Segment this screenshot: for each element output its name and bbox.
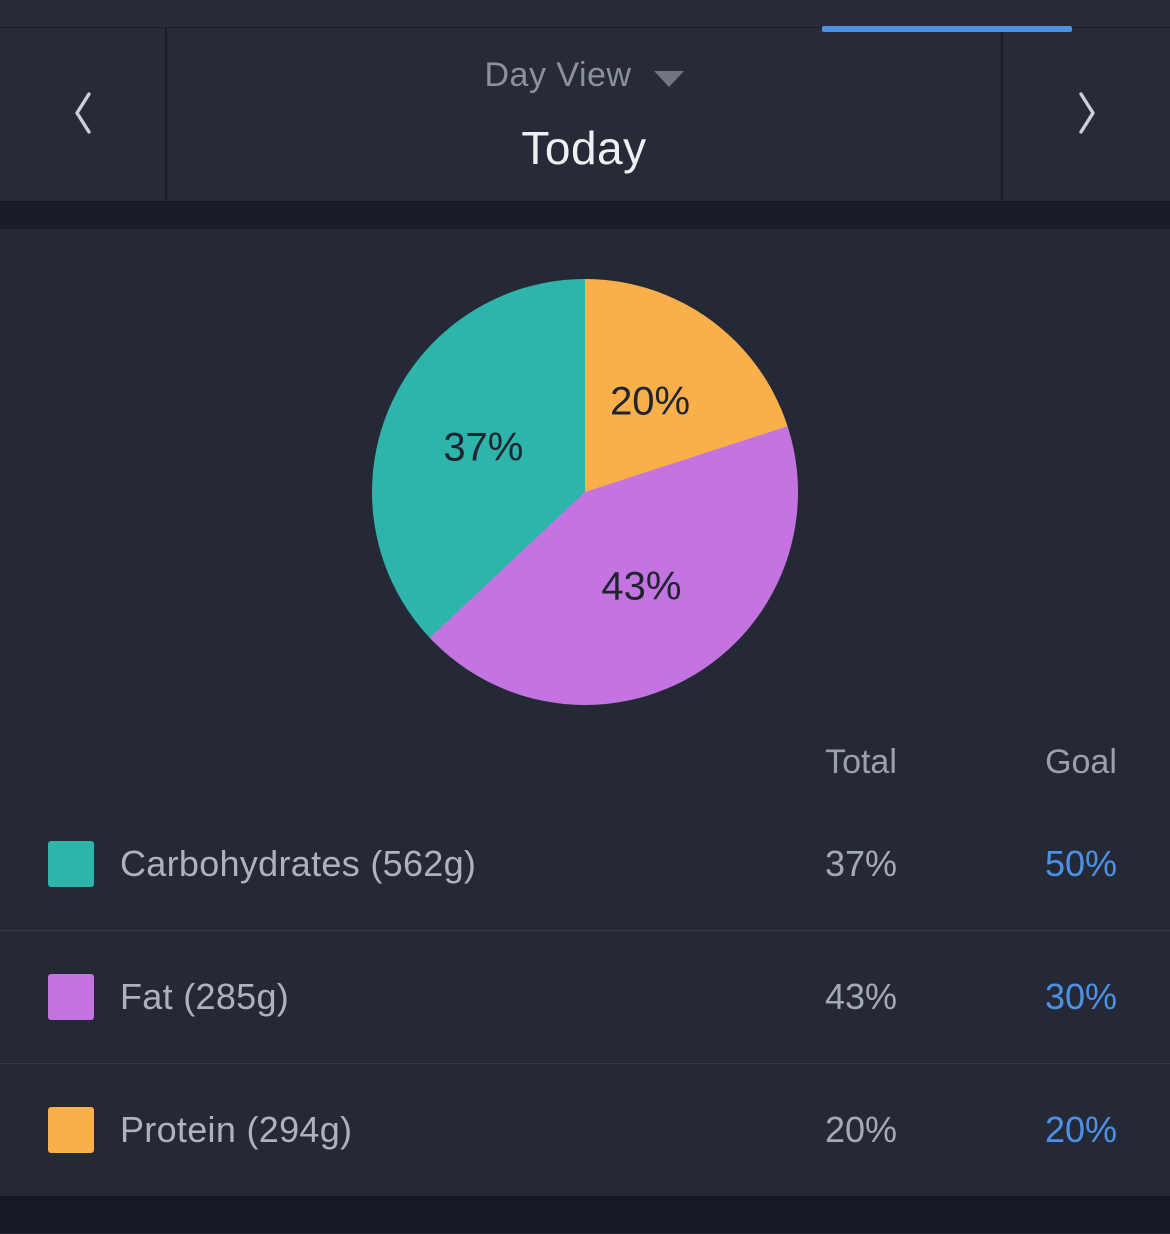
next-day-button[interactable] <box>1003 28 1170 201</box>
chevron-down-icon <box>653 70 684 87</box>
bottom-bar <box>0 1196 1170 1233</box>
current-date-label: Today <box>521 122 647 174</box>
view-mode-dropdown[interactable]: Day View <box>485 56 684 95</box>
row-label: Carbohydrates (562g) <box>120 842 477 884</box>
macros-content: 20% 43% 37% Total Goal Carbohydrates (562g… <box>0 229 1170 1196</box>
protein-swatch <box>48 1107 94 1153</box>
chevron-left-icon <box>70 89 96 140</box>
column-header-goal: Goal <box>1045 742 1117 781</box>
carbohydrates-swatch <box>48 840 94 887</box>
chevron-right-icon <box>1074 89 1100 140</box>
table-header-row: Total Goal <box>0 727 1170 797</box>
pie-slice-label: 43% <box>601 564 682 609</box>
pie-slice-label: 37% <box>443 425 524 470</box>
fat-swatch <box>48 974 94 1020</box>
macro-pie-chart: 20% 43% 37% <box>372 279 798 705</box>
active-tab-indicator[interactable] <box>822 26 1072 32</box>
column-header-total: Total <box>825 742 897 781</box>
date-navigation-header: Day View Today <box>0 28 1170 201</box>
section-divider-strip <box>0 201 1170 229</box>
row-total-value: 43% <box>824 976 898 1017</box>
row-goal-value: 50% <box>1044 842 1118 884</box>
row-label: Fat (285g) <box>120 976 290 1017</box>
table-row-carbohydrates: Carbohydrates (562g) 37% 50% <box>0 797 1170 930</box>
pie-slice-label: 20% <box>610 379 691 424</box>
macro-table: Total Goal Carbohydrates (562g) 37% 50% … <box>0 727 1170 1196</box>
table-row-fat: Fat (285g) 43% 30% <box>0 930 1170 1063</box>
top-tab-strip <box>0 0 1170 32</box>
row-goal-value: 30% <box>1044 976 1118 1017</box>
row-goal-value: 20% <box>1044 1109 1118 1150</box>
date-selector[interactable]: Day View Today <box>165 28 1003 201</box>
table-row-protein: Protein (294g) 20% 20% <box>0 1063 1170 1196</box>
row-total-value: 37% <box>824 842 898 884</box>
row-total-value: 20% <box>824 1109 898 1150</box>
pie-graphic <box>372 279 798 705</box>
row-label: Protein (294g) <box>120 1109 353 1150</box>
previous-day-button[interactable] <box>0 28 165 201</box>
view-mode-label: Day View <box>484 56 632 94</box>
